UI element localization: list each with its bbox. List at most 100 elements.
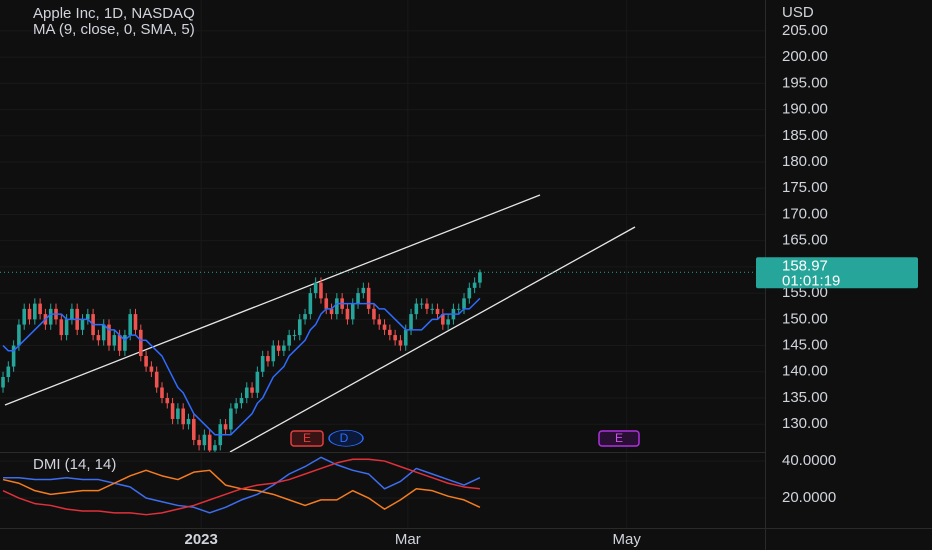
- y-tick-label: 185.00: [782, 127, 828, 144]
- y-tick-label: 130.00: [782, 415, 828, 432]
- candle-body: [282, 345, 286, 351]
- candle-body: [366, 287, 371, 309]
- candle-body: [308, 293, 313, 315]
- candle-body: [350, 303, 355, 320]
- event-badge[interactable]: E: [290, 430, 324, 447]
- event-badge[interactable]: D: [328, 429, 364, 447]
- candle-body: [303, 314, 307, 320]
- candle-body: [22, 308, 27, 325]
- candle-body: [128, 314, 132, 336]
- y-tick-label: 20.0000: [782, 489, 836, 506]
- candle-body: [239, 397, 244, 404]
- candle-body: [107, 324, 111, 346]
- y-tick-label: 155.00: [782, 284, 828, 301]
- series-line: [3, 456, 481, 514]
- y-tick-label: 205.00: [782, 22, 828, 39]
- candle-body: [202, 434, 207, 446]
- candle-body: [372, 308, 376, 320]
- candle-body: [1, 377, 5, 388]
- candle-body: [38, 303, 42, 315]
- candle-body: [388, 329, 392, 336]
- price-panel: [0, 194, 765, 452]
- candle-body: [313, 282, 318, 294]
- series-line: [2, 458, 481, 516]
- candle-body: [117, 335, 122, 351]
- candle-body: [409, 314, 413, 330]
- candle-body: [186, 418, 191, 425]
- y-tick-label: 195.00: [782, 74, 828, 91]
- candle-body: [403, 329, 408, 346]
- candle-body: [260, 356, 265, 372]
- dmi-title[interactable]: DMI (14, 14): [33, 456, 116, 473]
- candle-body: [207, 434, 212, 451]
- y-tick-label: 190.00: [782, 101, 828, 118]
- candle-body: [17, 324, 21, 346]
- event-badge[interactable]: E: [598, 430, 640, 447]
- candle-body: [255, 371, 260, 393]
- candle-body: [324, 298, 329, 309]
- candle-body: [382, 324, 387, 330]
- candle-body: [414, 303, 419, 315]
- y-tick-label: 170.00: [782, 205, 828, 222]
- candle-body: [160, 387, 164, 398]
- candle-body: [271, 345, 276, 362]
- candle-body: [191, 418, 196, 440]
- y-tick-label: 175.00: [782, 179, 828, 196]
- y-tick-label: 40.0000: [782, 452, 836, 469]
- candle-body: [86, 314, 90, 320]
- y-tick-label: 200.00: [782, 48, 828, 65]
- candle-body: [419, 303, 424, 305]
- candle-body: [176, 408, 180, 419]
- series-line: [2, 297, 481, 436]
- candle-body: [133, 314, 138, 330]
- candle-body: [181, 408, 185, 425]
- candle-body: [234, 403, 238, 409]
- earnings-badge[interactable]: [598, 430, 640, 447]
- candle-body: [48, 308, 53, 325]
- candle-body: [138, 329, 143, 357]
- candle-body: [292, 335, 297, 337]
- candle-body: [6, 366, 11, 378]
- last-price-label: 158.97: [782, 257, 828, 274]
- trend-line[interactable]: [4, 194, 541, 406]
- candle-body: [170, 403, 175, 419]
- candle-body: [335, 298, 339, 315]
- candle-body: [345, 308, 350, 320]
- legend-entry[interactable]: MA (9, close, 0, SMA, 5): [33, 21, 195, 38]
- candle-body: [80, 319, 85, 330]
- candle-body: [446, 319, 450, 325]
- chart-title: Apple Inc, 1D, NASDAQ: [33, 5, 195, 22]
- candle-body: [11, 345, 16, 367]
- trend-line[interactable]: [229, 226, 636, 452]
- y-tick-label: 135.00: [782, 389, 828, 406]
- candle-body: [430, 308, 435, 310]
- countdown-label: 01:01:19: [782, 272, 840, 289]
- price-tag-box: [756, 257, 918, 289]
- candle-body: [356, 293, 360, 304]
- candle-body: [478, 272, 482, 283]
- candle-body: [33, 303, 37, 320]
- candle-body: [70, 308, 74, 320]
- candle-body: [244, 387, 249, 398]
- y-tick-label: 180.00: [782, 153, 828, 170]
- x-tick-label: Mar: [395, 531, 421, 548]
- y-tick-label: 140.00: [782, 363, 828, 380]
- candle-body: [276, 345, 281, 351]
- candle-body: [398, 340, 403, 346]
- y-tick-label: 165.00: [782, 232, 828, 249]
- candle-body: [435, 308, 440, 315]
- earnings-badge[interactable]: [290, 430, 324, 447]
- candle-body: [101, 324, 106, 341]
- dividend-badge[interactable]: [328, 429, 364, 447]
- candle-body: [250, 387, 254, 393]
- candle-body: [149, 366, 154, 372]
- candle-body: [64, 319, 69, 336]
- event-label: D: [340, 431, 349, 445]
- candle-body: [144, 356, 148, 367]
- candle-body: [112, 335, 117, 346]
- candle-body: [297, 319, 302, 336]
- candle-body: [462, 298, 466, 309]
- event-label: E: [615, 431, 623, 445]
